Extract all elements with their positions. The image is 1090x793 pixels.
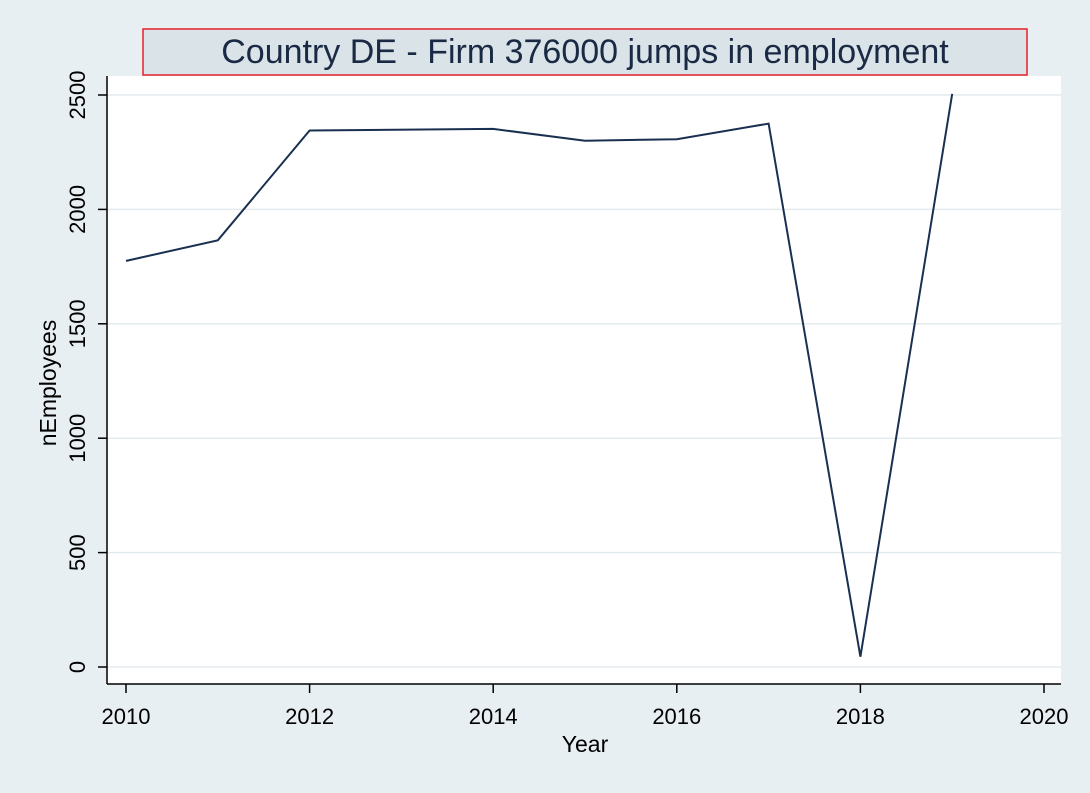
chart-title: Country DE - Firm 376000 jumps in employ… (221, 33, 949, 71)
y-tick-label-1500: 1500 (65, 299, 90, 348)
y-tick-label-0: 0 (65, 661, 90, 673)
x-tick-label-2014: 2014 (469, 704, 518, 729)
x-tick-label-2016: 2016 (652, 704, 701, 729)
axes (106, 76, 1061, 685)
title-box (142, 28, 1028, 76)
y-tick-label-1000: 1000 (65, 414, 90, 463)
y-tick-label-2000: 2000 (65, 185, 90, 234)
x-tick-label-2020: 2020 (1020, 704, 1069, 729)
x-tick-label-2012: 2012 (285, 704, 334, 729)
y-axis-ticks: 0 500 1000 1500 2000 2500 (65, 71, 107, 673)
x-tick-label-2018: 2018 (836, 704, 885, 729)
y-tick-label-2500: 2500 (65, 71, 90, 120)
x-tick-label-2010: 2010 (102, 704, 151, 729)
series-line-0 (125, 93, 954, 657)
series-group (125, 93, 954, 657)
x-axis-title: Year (562, 731, 609, 757)
x-axis-ticks: 2010 2012 2014 2016 2018 2020 (102, 684, 1069, 729)
plot-area (107, 76, 1061, 684)
y-axis-title: nEmployees (35, 320, 61, 447)
grid-lines (107, 94, 1061, 668)
y-tick-label-500: 500 (65, 534, 90, 571)
